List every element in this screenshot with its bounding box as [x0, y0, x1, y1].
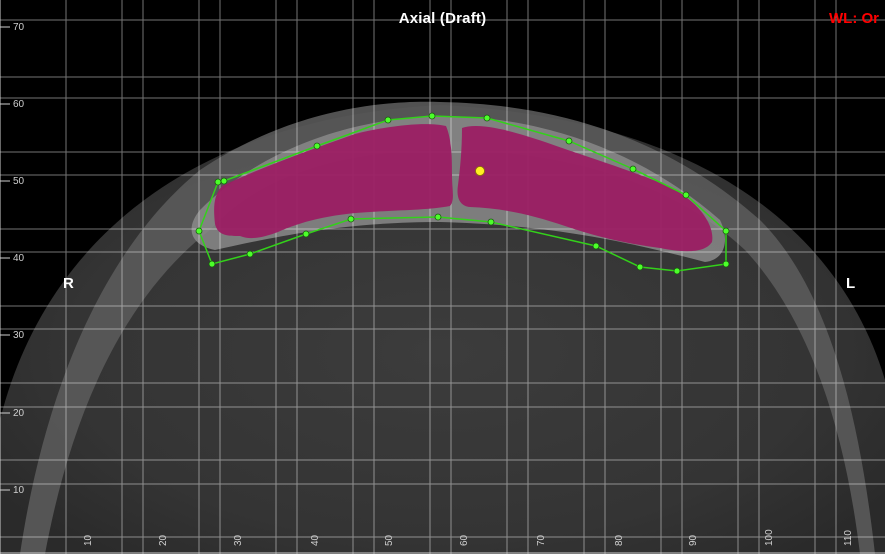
contour-control-point[interactable]	[722, 227, 730, 235]
contour-control-point[interactable]	[722, 260, 730, 268]
contour-control-point[interactable]	[384, 116, 392, 124]
center-handle[interactable]	[475, 166, 485, 176]
contour-control-point[interactable]	[629, 165, 637, 173]
v-tick-label: 30	[13, 330, 25, 341]
h-tick-label: 100	[764, 529, 775, 546]
contour-control-point[interactable]	[246, 250, 254, 258]
v-tick-label: 70	[13, 22, 25, 33]
contour-control-point[interactable]	[195, 227, 203, 235]
h-tick-label: 80	[614, 534, 625, 546]
contour-control-point[interactable]	[483, 114, 491, 122]
v-tick-label: 60	[13, 99, 25, 110]
v-tick-label: 50	[13, 176, 25, 187]
v-tick-label: 20	[13, 408, 25, 419]
contour-line[interactable]	[198, 115, 727, 272]
contour-control-point[interactable]	[565, 137, 573, 145]
h-tick-label: 10	[83, 534, 94, 546]
h-tick-label: 40	[310, 534, 321, 546]
contour-control-point[interactable]	[682, 191, 690, 199]
contour-control-point[interactable]	[208, 260, 216, 268]
h-tick-label: 60	[459, 534, 470, 546]
h-tick-label: 30	[233, 534, 244, 546]
contour-control-point[interactable]	[434, 213, 442, 221]
contour-control-point[interactable]	[347, 215, 355, 223]
vertical-ruler-labels: 70 60 50 40 30 20 10	[13, 22, 25, 496]
segmentation-mask[interactable]	[214, 124, 713, 252]
h-tick-label: 90	[688, 534, 699, 546]
contour-control-point[interactable]	[302, 230, 310, 238]
contour-control-point[interactable]	[220, 177, 228, 185]
vertical-ruler	[0, 0, 10, 554]
h-tick-label: 110	[843, 530, 854, 546]
contour-control-point[interactable]	[428, 112, 436, 120]
h-tick-label: 70	[536, 534, 547, 546]
contour-control-point[interactable]	[673, 267, 681, 275]
contour-control-point[interactable]	[487, 218, 495, 226]
h-tick-label: 50	[384, 534, 395, 546]
contour-control-point[interactable]	[636, 263, 644, 271]
h-tick-label: 20	[158, 534, 169, 546]
v-tick-label: 10	[13, 485, 25, 496]
contour-control-point[interactable]	[592, 242, 600, 250]
horizontal-ruler-labels: 10 20 30 40 50 60 70 80 90 100 110	[83, 529, 854, 546]
contour-control-point[interactable]	[214, 178, 222, 186]
contour-control-points[interactable]	[195, 112, 730, 275]
contour-control-point[interactable]	[313, 142, 321, 150]
v-tick-label: 40	[13, 253, 25, 264]
